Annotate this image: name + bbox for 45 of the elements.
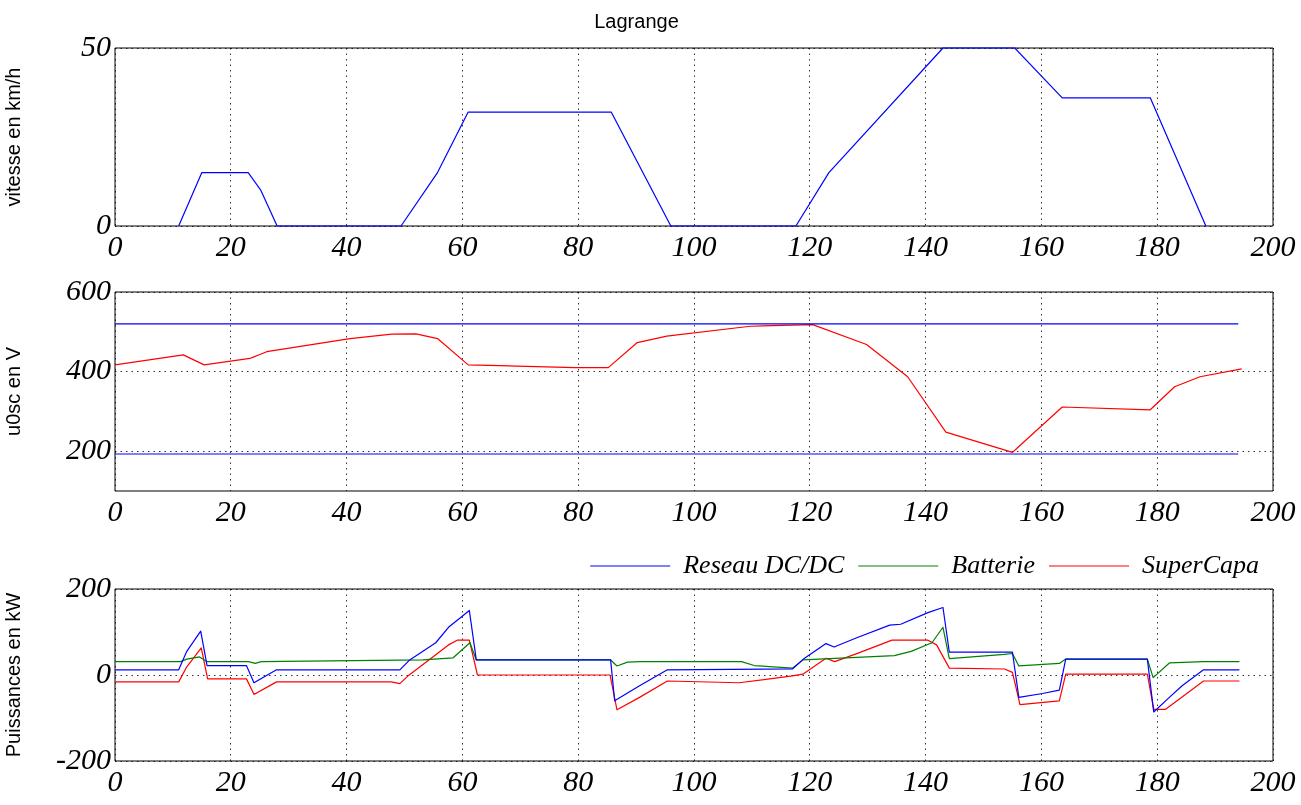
- x-tick-label: 60: [447, 493, 478, 527]
- x-tick-label: 40: [331, 493, 362, 527]
- x-tick-label: 180: [1134, 493, 1180, 527]
- x-tick-label: 100: [671, 228, 717, 262]
- x-tick-label: 40: [331, 228, 362, 262]
- x-tick-label: 80: [563, 493, 594, 527]
- y-tick-label: 200: [66, 569, 111, 603]
- x-tick-label: 80: [563, 763, 594, 797]
- x-tick-label: 100: [671, 763, 717, 797]
- legend-label: Reseau DC/DC: [682, 549, 845, 579]
- x-tick-label: 200: [1250, 493, 1296, 527]
- y-axis-title: u0sc en V: [1, 346, 24, 436]
- x-tick-label: 120: [787, 763, 833, 797]
- x-tick-label: 20: [215, 763, 246, 797]
- x-tick-label: 100: [671, 493, 717, 527]
- y-tick-label: 0: [96, 206, 111, 240]
- x-tick-label: 40: [331, 763, 362, 797]
- x-tick-label: 20: [215, 493, 246, 527]
- y-tick-label: 200: [66, 432, 111, 466]
- y-tick-label: 600: [66, 272, 111, 306]
- y-axis-title: vitesse en km/h: [1, 67, 24, 207]
- legend-label: SuperCapa: [1142, 549, 1259, 579]
- x-tick-label: 20: [215, 228, 246, 262]
- y-tick-label: -200: [56, 741, 111, 775]
- x-tick-label: 160: [1018, 763, 1064, 797]
- x-tick-label: 60: [447, 763, 478, 797]
- x-tick-label: 120: [787, 228, 833, 262]
- y-tick-label: 400: [66, 352, 111, 386]
- x-tick-label: 200: [1250, 228, 1296, 262]
- x-tick-label: 120: [787, 493, 833, 527]
- x-tick-label: 180: [1134, 228, 1180, 262]
- x-tick-label: 60: [447, 228, 478, 262]
- x-tick-label: 180: [1134, 763, 1180, 797]
- y-tick-label: 50: [81, 28, 111, 62]
- x-tick-label: 160: [1018, 228, 1064, 262]
- x-tick-label: 200: [1250, 763, 1296, 797]
- x-tick-label: 140: [903, 228, 949, 262]
- x-tick-label: 140: [903, 763, 949, 797]
- chart-title: Lagrange: [594, 9, 679, 32]
- y-tick-label: 0: [96, 655, 111, 689]
- x-tick-label: 140: [903, 493, 949, 527]
- x-tick-label: 80: [563, 228, 594, 262]
- legend-label: Batterie: [951, 549, 1036, 579]
- x-tick-label: 160: [1018, 493, 1064, 527]
- y-axis-title: Puissances en kW: [1, 592, 24, 758]
